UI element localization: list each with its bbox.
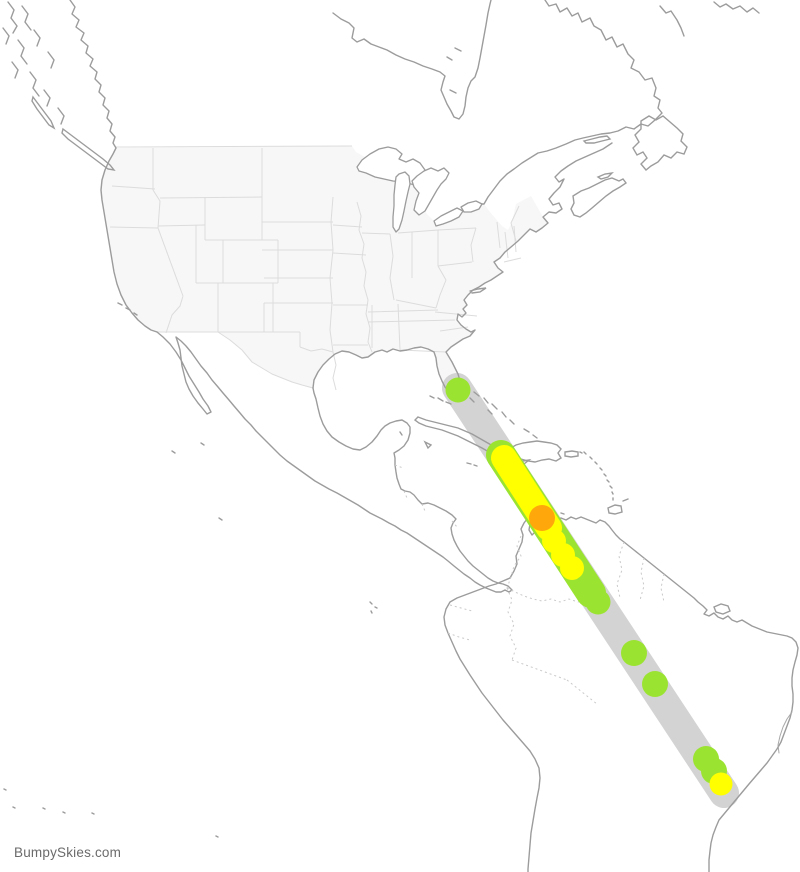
watermark-text: BumpySkies.com	[14, 845, 122, 860]
south-america-pacific-coast	[443, 577, 541, 872]
hudson-bay-coast	[332, 0, 492, 120]
eclipse-point-clear_green[interactable]	[585, 589, 611, 615]
nova-scotia	[570, 177, 628, 218]
bc-islands	[2, 1, 116, 171]
eclipse-forecast-layer	[445, 377, 733, 796]
trinidad	[607, 504, 623, 515]
pacific-islets	[3, 302, 378, 838]
us-states-layer	[100, 145, 548, 396]
newfoundland	[632, 115, 688, 171]
eclipse-point-clear_green[interactable]	[621, 640, 647, 666]
eclipse-point-clear_green[interactable]	[445, 377, 471, 403]
eclipse-point-clear_green[interactable]	[642, 671, 668, 697]
eclipse-point-partly_cloudy_yellow[interactable]	[560, 556, 584, 580]
eclipse-point-partly_cloudy_yellow[interactable]	[709, 772, 733, 796]
pacific-coast	[69, 0, 158, 333]
cuba	[413, 416, 532, 467]
atlantic-gulf-coast	[312, 142, 613, 397]
eclipse-point-mostly_cloudy_orange[interactable]	[529, 505, 555, 531]
country-borders	[394, 464, 665, 705]
mexico-central-america-coast	[156, 331, 513, 593]
labrador-stlawrence-coast	[461, 0, 663, 209]
us-state-borders	[109, 145, 522, 391]
great-lakes	[356, 146, 483, 233]
puerto-rico	[564, 450, 579, 458]
